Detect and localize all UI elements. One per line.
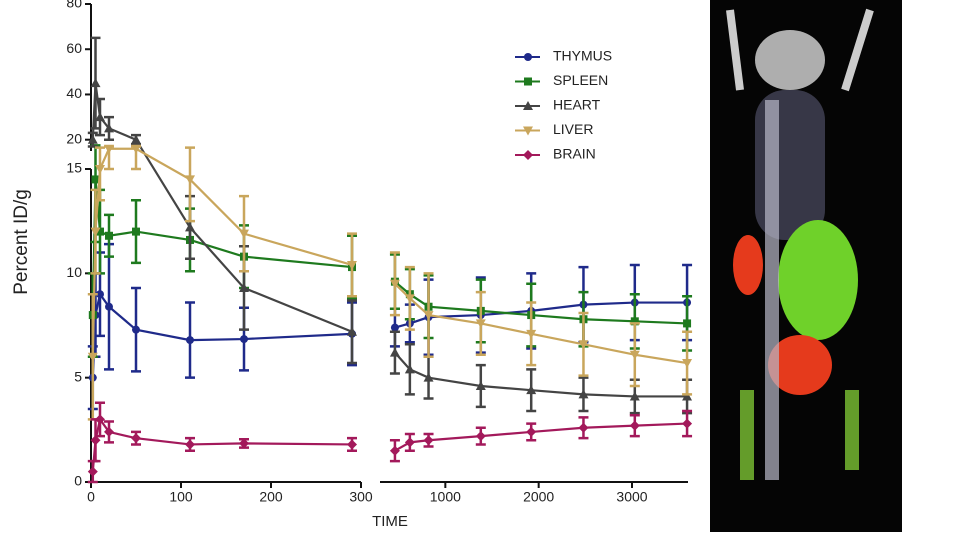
legend-marker (523, 101, 533, 110)
x-tick-label: 3000 (616, 489, 647, 505)
point (239, 229, 249, 239)
point (185, 175, 195, 185)
point (404, 294, 415, 304)
point (629, 350, 640, 360)
legend-label: THYMUS (553, 48, 612, 64)
point (96, 290, 104, 299)
point (104, 144, 114, 154)
x-tick-label: 2000 (523, 489, 554, 505)
point (629, 420, 640, 431)
legend-marker (523, 150, 533, 160)
point (87, 134, 98, 144)
point (578, 389, 589, 399)
y-tick-label: 10 (66, 264, 82, 280)
legend-marker (524, 77, 532, 86)
scan-image (710, 0, 902, 532)
legend-label: BRAIN (553, 146, 596, 162)
point (95, 112, 105, 122)
point (423, 311, 434, 321)
point (95, 414, 105, 425)
series-line (394, 351, 688, 398)
legend-label: SPLEEN (553, 72, 608, 88)
series-line (394, 422, 688, 452)
point (630, 317, 639, 326)
point (683, 319, 692, 328)
point (389, 279, 400, 289)
point (682, 359, 693, 369)
point (526, 385, 537, 395)
y-tick-label: 15 (66, 160, 82, 176)
point (423, 372, 434, 382)
y-tick-label: 20 (66, 130, 82, 146)
point (578, 340, 589, 350)
point (105, 231, 113, 240)
point (526, 426, 537, 437)
point (240, 335, 248, 344)
x-tick-label: 300 (349, 489, 373, 505)
point (682, 418, 693, 429)
point (389, 347, 400, 357)
legend-label: LIVER (553, 121, 593, 137)
point (578, 422, 589, 433)
point (239, 438, 249, 449)
point (95, 165, 105, 174)
x-tick-label: 1000 (430, 489, 461, 505)
point (239, 282, 249, 292)
legend-label: HEART (553, 97, 601, 113)
point (404, 437, 415, 448)
point (185, 439, 195, 450)
x-axis-label: TIME (372, 513, 408, 530)
point (132, 227, 140, 236)
point (347, 326, 357, 336)
x-tick-label: 100 (169, 489, 193, 505)
point (629, 391, 640, 401)
point (131, 433, 141, 444)
point (105, 302, 113, 311)
x-tick-label: 0 (87, 489, 95, 505)
point (475, 319, 486, 329)
point (390, 323, 399, 332)
point (131, 134, 141, 144)
y-tick-label: 5 (74, 368, 82, 384)
point (347, 439, 357, 450)
point (389, 445, 400, 456)
legend-marker (523, 126, 533, 136)
point (90, 227, 101, 237)
point (186, 336, 194, 345)
point (423, 435, 434, 446)
point (87, 466, 98, 477)
point (404, 364, 415, 374)
series-line (394, 282, 688, 365)
x-tick-label: 200 (259, 489, 283, 505)
y-axis-label: Percent ID/g (11, 189, 32, 295)
point (185, 222, 195, 232)
point (132, 325, 140, 334)
y-tick-label: 80 (66, 0, 82, 11)
point (131, 144, 141, 154)
series-line (91, 291, 353, 378)
point (347, 260, 357, 270)
point (87, 352, 98, 362)
point (475, 431, 486, 442)
point (526, 329, 537, 339)
y-tick-label: 60 (66, 40, 82, 56)
point (90, 78, 101, 88)
point (682, 391, 693, 401)
point (90, 435, 101, 446)
point (91, 175, 100, 184)
point (104, 123, 114, 133)
legend-marker (524, 53, 532, 61)
series-line (91, 83, 353, 333)
point (104, 426, 114, 437)
point (475, 381, 486, 391)
y-tick-label: 40 (66, 85, 82, 101)
point (96, 227, 104, 236)
y-tick-label: 0 (74, 473, 82, 489)
